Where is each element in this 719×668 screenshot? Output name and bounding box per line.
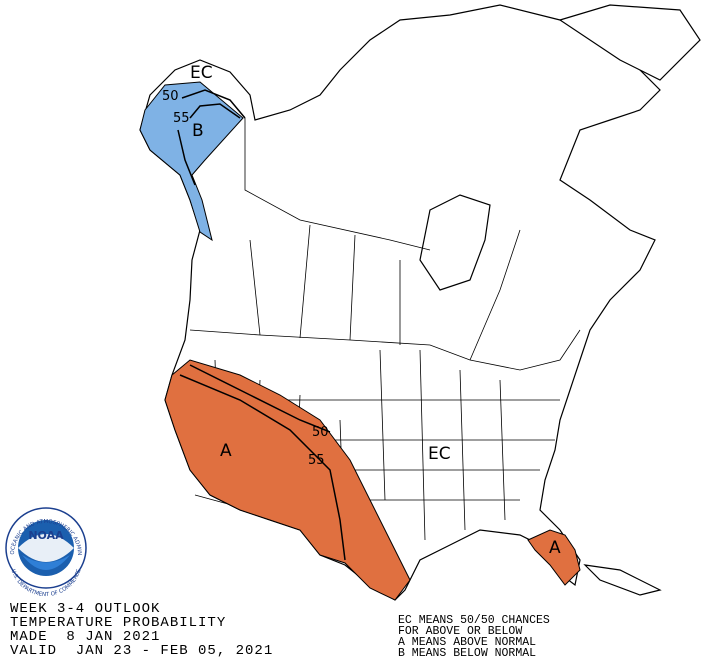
category-label: A (549, 538, 561, 558)
info-line: VALID JAN 23 - FEB 05, 2021 (10, 643, 273, 659)
cuba (583, 564, 662, 596)
contour-55-alaska (177, 103, 241, 186)
legend-line: EC MEANS 50/50 CHANCES (398, 614, 550, 627)
legend-line: A MEANS ABOVE NORMAL (398, 636, 536, 649)
ec-label: EC (428, 444, 451, 464)
legend-line: FOR ABOVE OR BELOW (398, 625, 522, 638)
contour-label: 50 (312, 425, 329, 440)
contour-50-west (189, 364, 331, 433)
greenland (558, 4, 701, 81)
category-label: A (220, 441, 232, 461)
info-line: TEMPERATURE PROBABILITY (10, 615, 226, 631)
contour-50-alaska (181, 89, 246, 119)
above-normal-region-west (164, 359, 411, 601)
land (139, 4, 701, 601)
info-line: WEEK 3-4 OUTLOOK (10, 601, 160, 617)
legend-line: B MEANS BELOW NORMAL (398, 647, 536, 660)
noaa-logo: NOAA NATIONAL OCEANIC AND ATMOSPHERIC AD… (0, 0, 87, 598)
contour-55-west (179, 374, 346, 561)
below-normal-region (139, 81, 244, 242)
contour-label: 50 (162, 89, 179, 104)
info-line: MADE 8 JAN 2021 (10, 629, 160, 645)
logo-ring-top: NATIONAL OCEANIC AND ATMOSPHERIC ADMINIS… (0, 0, 82, 556)
us-canada-border (189, 329, 581, 371)
ak-canada-border (244, 118, 431, 251)
contour-label: 55 (308, 453, 325, 468)
contour-label: 55 (173, 111, 190, 126)
provinces (249, 224, 521, 361)
category-label: B (192, 121, 204, 141)
above-normal-region-florida (527, 529, 581, 586)
logo-name: NOAA (28, 529, 64, 542)
ec-label: EC (190, 63, 213, 83)
hudson-bay (419, 194, 491, 291)
